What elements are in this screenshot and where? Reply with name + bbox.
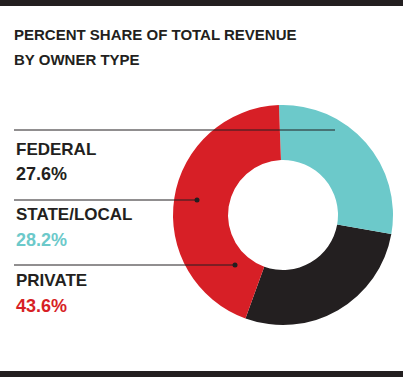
svg-text:PRIVATE: PRIVATE	[16, 271, 87, 290]
svg-text:27.6%: 27.6%	[16, 164, 67, 184]
svg-text:FEDERAL: FEDERAL	[16, 140, 96, 159]
svg-text:43.6%: 43.6%	[16, 296, 67, 316]
html-text:PERCENT SHARE OF TOTAL REVENUE: PERCENT SHARE OF TOTAL REVENUE BY OWNER …	[14, 26, 297, 68]
svg-text:STATE/LOCAL: STATE/LOCAL	[16, 205, 132, 224]
svg-text:28.2%: 28.2%	[16, 230, 67, 250]
